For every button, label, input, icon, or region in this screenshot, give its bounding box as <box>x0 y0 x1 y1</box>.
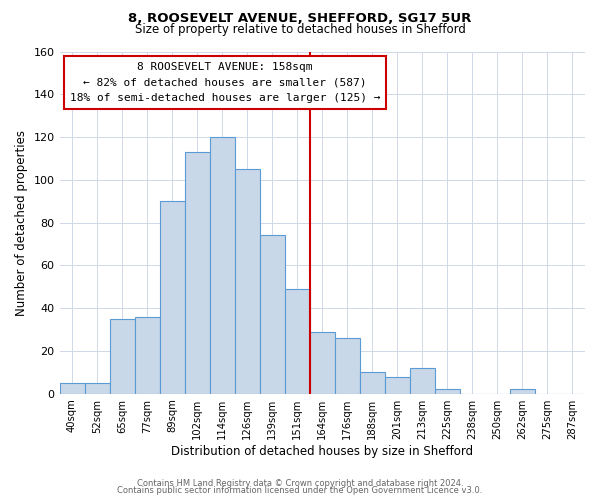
Y-axis label: Number of detached properties: Number of detached properties <box>15 130 28 316</box>
X-axis label: Distribution of detached houses by size in Shefford: Distribution of detached houses by size … <box>171 444 473 458</box>
Bar <box>385 376 410 394</box>
Bar <box>435 390 460 394</box>
Bar <box>310 332 335 394</box>
Bar <box>110 319 134 394</box>
Text: 8 ROOSEVELT AVENUE: 158sqm
← 82% of detached houses are smaller (587)
18% of sem: 8 ROOSEVELT AVENUE: 158sqm ← 82% of deta… <box>70 62 380 103</box>
Bar <box>185 152 209 394</box>
Bar <box>209 137 235 394</box>
Text: Size of property relative to detached houses in Shefford: Size of property relative to detached ho… <box>134 24 466 36</box>
Bar <box>85 383 110 394</box>
Bar <box>335 338 360 394</box>
Bar <box>260 236 285 394</box>
Bar <box>59 383 85 394</box>
Bar <box>285 289 310 394</box>
Text: Contains public sector information licensed under the Open Government Licence v3: Contains public sector information licen… <box>118 486 482 495</box>
Bar <box>510 390 535 394</box>
Bar <box>134 316 160 394</box>
Bar <box>410 368 435 394</box>
Bar <box>360 372 385 394</box>
Bar <box>160 201 185 394</box>
Text: Contains HM Land Registry data © Crown copyright and database right 2024.: Contains HM Land Registry data © Crown c… <box>137 478 463 488</box>
Text: 8, ROOSEVELT AVENUE, SHEFFORD, SG17 5UR: 8, ROOSEVELT AVENUE, SHEFFORD, SG17 5UR <box>128 12 472 26</box>
Bar <box>235 169 260 394</box>
